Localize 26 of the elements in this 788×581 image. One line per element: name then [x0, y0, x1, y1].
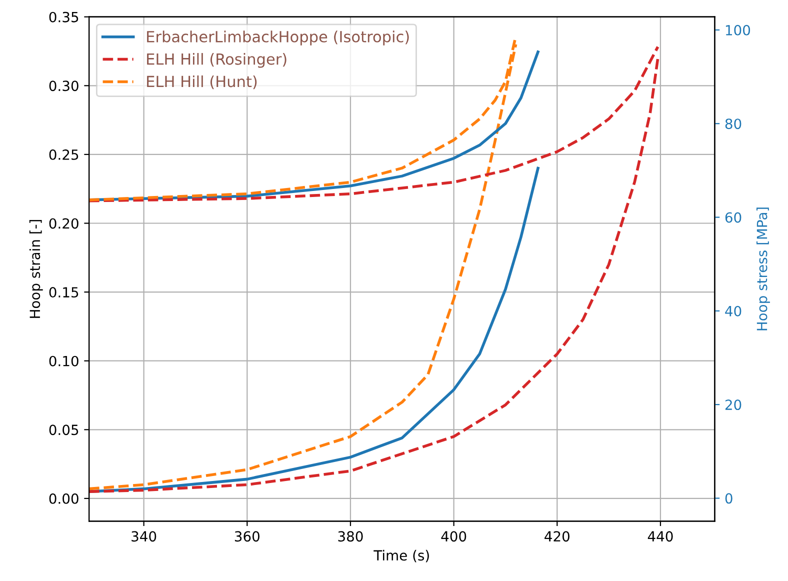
x-tick-label: 440	[648, 531, 673, 542]
x-tick-label: 400	[441, 531, 466, 542]
y2-tick-label: 20	[725, 400, 742, 410]
x-tick-label: 360	[234, 531, 260, 542]
y2-tick-label: 40	[725, 306, 742, 316]
y2-tick-label: 80	[725, 118, 742, 130]
x-tick-label: 420	[544, 531, 570, 542]
y-tick-label: 0.00	[49, 493, 78, 504]
y2-tick-label: 100	[726, 24, 750, 36]
y-tick-label: 0.15	[49, 287, 78, 298]
legend-label: ErbacherLimbackHoppe (Isotropic)	[147, 30, 409, 46]
y2-axis-title: Hoop stress [MPa]	[756, 208, 770, 330]
legend-label: ELH Hill (Hunt)	[147, 75, 257, 90]
x-axis-title: Time (s)	[374, 550, 429, 562]
y-tick-label: 0.35	[49, 12, 78, 22]
legend-label: ELH Hill (Rosinger)	[147, 53, 286, 68]
y-tick-label: 0.20	[49, 218, 78, 229]
y-tick-label: 0.30	[49, 80, 78, 92]
y-tick-label: 0.10	[49, 356, 78, 366]
x-tick-label: 380	[338, 531, 363, 542]
y2-tick-label: 0	[725, 493, 732, 504]
y-tick-label: 0.25	[49, 149, 78, 160]
x-tick-label: 340	[132, 531, 156, 542]
y-axis-title: Hoop strain [-]	[29, 220, 43, 318]
y-tick-label: 0.05	[49, 424, 78, 436]
y2-tick-label: 60	[725, 212, 742, 223]
